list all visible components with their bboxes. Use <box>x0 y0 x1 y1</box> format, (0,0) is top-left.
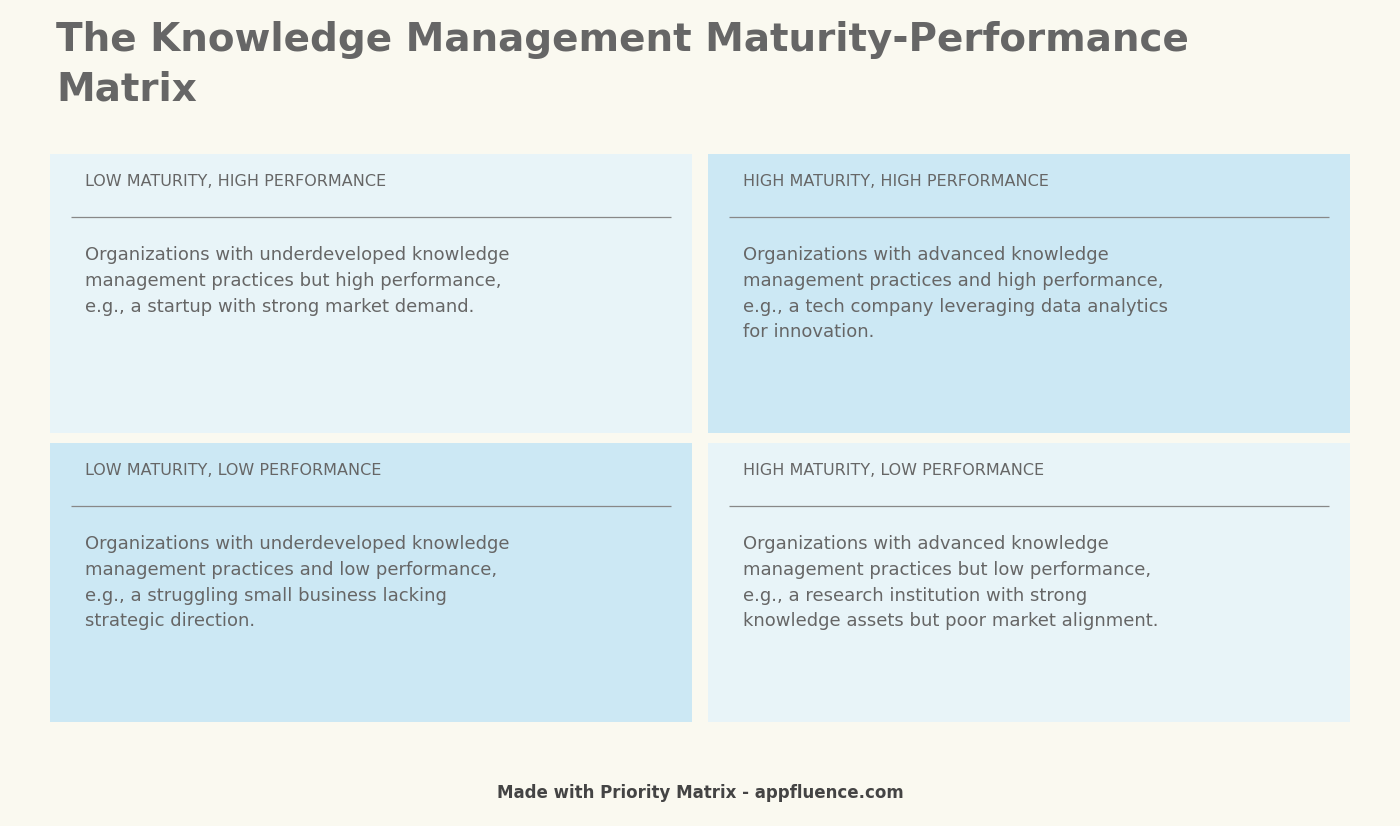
Text: Organizations with advanced knowledge
management practices but low performance,
: Organizations with advanced knowledge ma… <box>743 535 1159 630</box>
Text: HIGH MATURITY, HIGH PERFORMANCE: HIGH MATURITY, HIGH PERFORMANCE <box>743 174 1049 189</box>
Text: Organizations with underdeveloped knowledge
management practices and low perform: Organizations with underdeveloped knowle… <box>85 535 510 630</box>
Text: Organizations with underdeveloped knowledge
management practices but high perfor: Organizations with underdeveloped knowle… <box>85 246 510 316</box>
Text: Matrix: Matrix <box>56 70 197 108</box>
Text: Made with Priority Matrix - appfluence.com: Made with Priority Matrix - appfluence.c… <box>497 784 903 802</box>
FancyBboxPatch shape <box>708 154 1350 433</box>
FancyBboxPatch shape <box>50 154 692 433</box>
Text: HIGH MATURITY, LOW PERFORMANCE: HIGH MATURITY, LOW PERFORMANCE <box>743 463 1044 478</box>
FancyBboxPatch shape <box>708 443 1350 722</box>
Text: The Knowledge Management Maturity-Performance: The Knowledge Management Maturity-Perfor… <box>56 21 1189 59</box>
Text: LOW MATURITY, HIGH PERFORMANCE: LOW MATURITY, HIGH PERFORMANCE <box>85 174 386 189</box>
Text: LOW MATURITY, LOW PERFORMANCE: LOW MATURITY, LOW PERFORMANCE <box>85 463 382 478</box>
Text: Organizations with advanced knowledge
management practices and high performance,: Organizations with advanced knowledge ma… <box>743 246 1169 341</box>
FancyBboxPatch shape <box>50 443 692 722</box>
